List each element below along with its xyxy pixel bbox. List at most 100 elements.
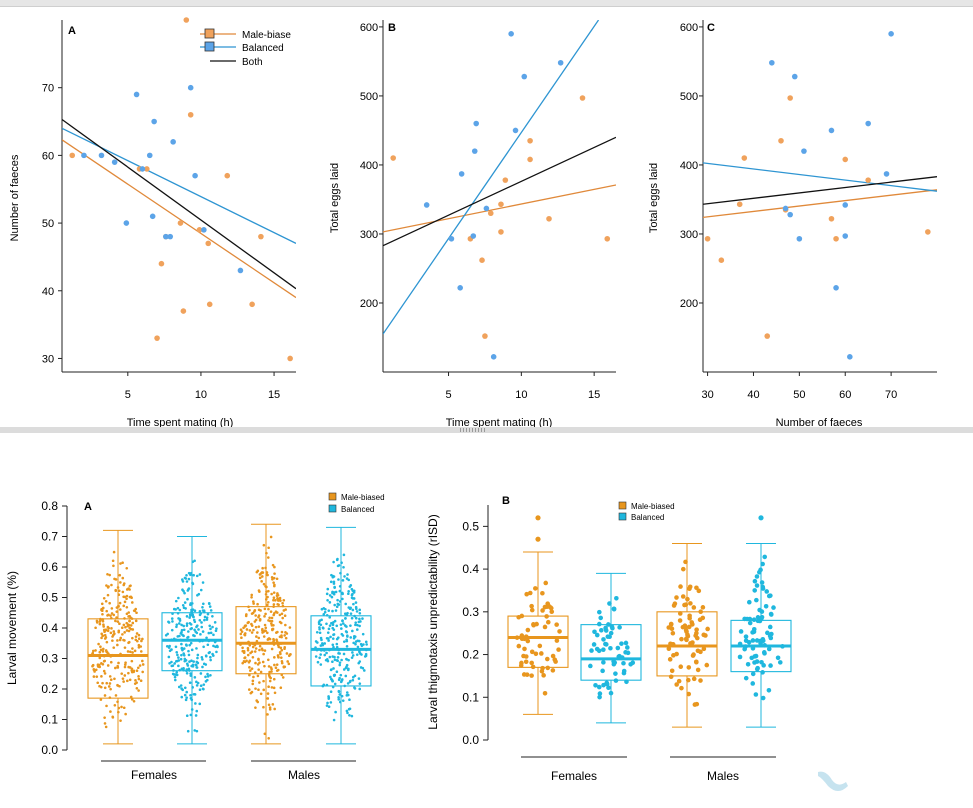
data-point [101, 612, 104, 616]
data-point [182, 647, 186, 650]
data-point [340, 561, 343, 565]
data-point [127, 665, 130, 669]
data-point [248, 666, 251, 669]
data-point [141, 663, 145, 666]
y-tick-label: 200 [360, 298, 378, 310]
data-point [172, 607, 176, 611]
y-tick-label: 0.4 [462, 562, 479, 576]
data-point [548, 605, 554, 611]
data-point [321, 643, 325, 647]
legend2-balanced-marker [328, 504, 337, 513]
data-point [100, 607, 103, 611]
data-point [318, 656, 321, 660]
data-point [262, 543, 266, 547]
data-point [275, 669, 279, 672]
data-point [341, 619, 344, 623]
data-point [177, 685, 181, 689]
data-point [113, 703, 117, 707]
data-point [240, 630, 244, 633]
data-point [275, 594, 279, 598]
data-point [678, 584, 683, 589]
data-point [116, 639, 119, 642]
data-point [326, 598, 329, 602]
legend-top: Male-biase Balanced Both [200, 28, 291, 68]
data-point [550, 668, 556, 673]
legend-both-label: Both [242, 57, 263, 68]
data-point [345, 644, 349, 648]
data-point [117, 589, 121, 593]
data-point [685, 633, 691, 639]
data-point [330, 621, 333, 625]
data-point [186, 729, 190, 733]
data-point [357, 620, 361, 624]
data-point [190, 648, 194, 652]
data-point [361, 632, 365, 636]
data-point [97, 642, 100, 646]
data-point [322, 607, 326, 610]
data-point-orange [787, 95, 793, 101]
data-point [349, 612, 353, 615]
x-tick-label: 5 [445, 389, 451, 401]
data-point [275, 631, 278, 634]
data-point [259, 670, 263, 674]
data-point [283, 665, 287, 669]
data-point [326, 659, 330, 663]
data-point [315, 630, 319, 634]
data-point [318, 631, 322, 635]
data-point [270, 619, 274, 623]
data-point [105, 650, 108, 653]
data-point-blue [508, 31, 514, 37]
pane-divider-grip[interactable] [460, 428, 486, 432]
data-point [183, 591, 186, 595]
data-point [701, 646, 707, 652]
data-point [704, 662, 710, 668]
data-point [195, 574, 199, 578]
data-point [751, 626, 757, 632]
data-point [202, 645, 205, 649]
data-point [187, 653, 191, 657]
data-point [239, 628, 243, 632]
data-point [178, 622, 181, 625]
data-point [276, 599, 280, 602]
data-point [250, 612, 254, 615]
y-tick-label: 0.0 [41, 743, 58, 757]
data-point [192, 573, 195, 577]
data-point [271, 627, 274, 631]
data-point [108, 573, 111, 577]
data-point [248, 673, 251, 677]
data-point [106, 614, 109, 617]
panel-b-bottom: B Larval thigmotaxis unpredictability (r… [426, 495, 776, 783]
data-point-blue [448, 235, 455, 242]
data-point [247, 688, 251, 691]
data-point [122, 582, 126, 585]
data-point [523, 654, 529, 659]
data-point [116, 700, 119, 704]
data-point [600, 668, 605, 674]
data-point [601, 647, 606, 652]
data-point [331, 609, 334, 613]
data-point-blue [149, 213, 156, 220]
data-point [623, 650, 628, 655]
data-point [349, 636, 353, 639]
data-point-blue [146, 152, 153, 159]
data-point [271, 563, 275, 567]
data-point [187, 630, 190, 633]
data-point [757, 638, 763, 644]
data-point [99, 648, 103, 652]
data-point [175, 625, 178, 629]
data-point [180, 642, 183, 646]
data-point [99, 645, 102, 649]
data-point [104, 599, 108, 603]
data-point [270, 667, 273, 671]
pane-divider[interactable] [0, 427, 973, 433]
data-point [325, 592, 329, 596]
legend2-male-marker [328, 492, 337, 501]
data-point [106, 629, 110, 633]
data-point [195, 684, 199, 687]
data-point [335, 558, 339, 562]
x-tick-label: 15 [588, 389, 600, 401]
data-point-blue [490, 354, 497, 360]
data-point [91, 649, 95, 653]
data-point [125, 621, 129, 625]
data-point [323, 610, 327, 614]
